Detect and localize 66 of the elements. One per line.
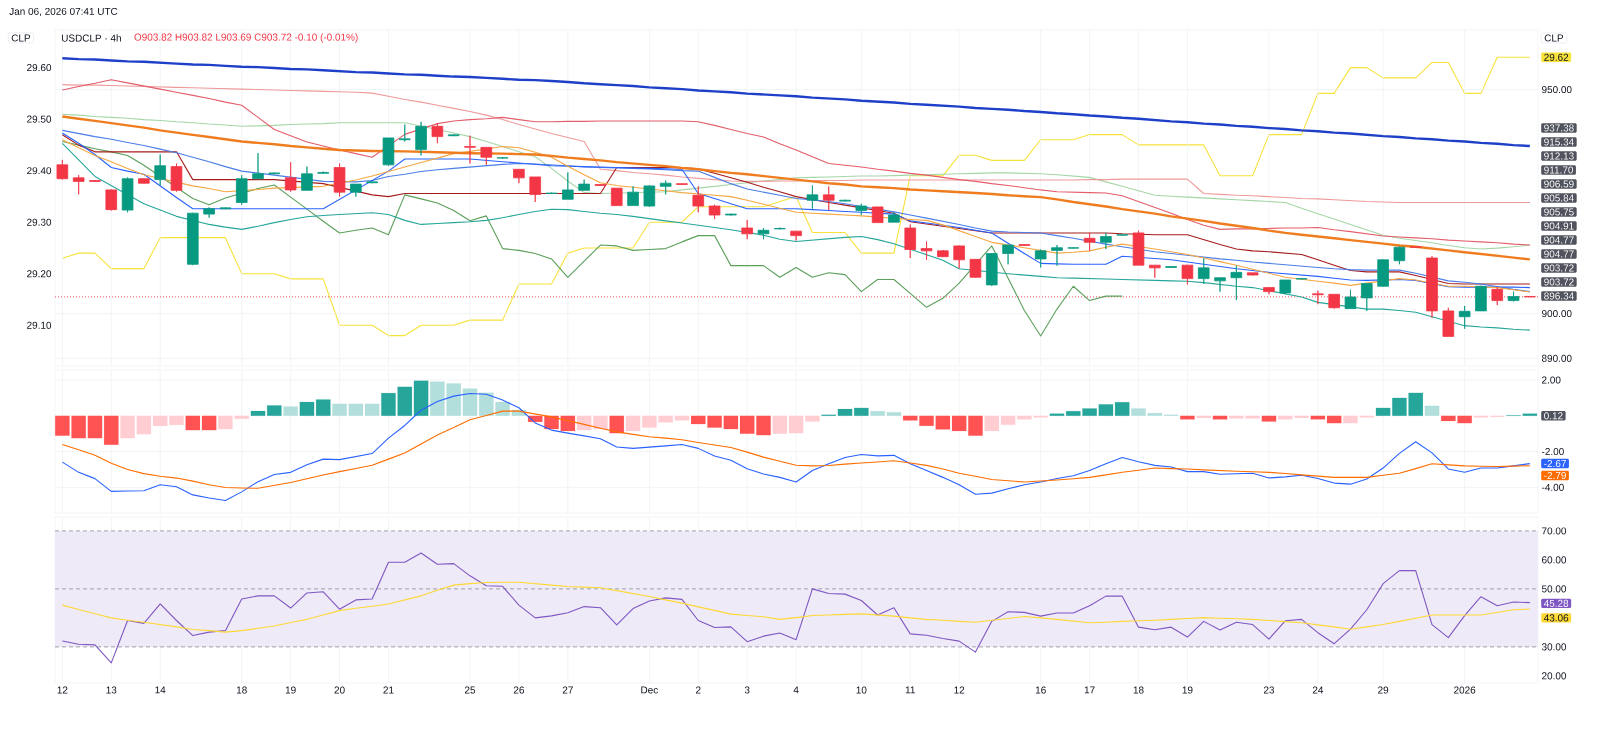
data-label: -2.79: [1544, 471, 1566, 479]
y2-tick-label: 29.60: [27, 64, 52, 72]
text: 0.12: [1544, 412, 1563, 420]
text: 937.38: [1544, 124, 1574, 132]
x-tick-label: 18: [1133, 686, 1144, 694]
x-tick-label: 29: [1378, 686, 1389, 694]
text: 896.34: [1544, 292, 1574, 300]
x-tick-label: 18: [236, 686, 247, 694]
y2-tick-label: 29.10: [27, 321, 52, 329]
y2-tick-label: 29.30: [27, 218, 52, 226]
x-tick-label: 4: [793, 686, 799, 694]
chart-subtitle: O903.82 H903.82 L903.69 C903.72 -0.10 (-0.01%): [134, 33, 358, 43]
y2-tick-label: 29.50: [27, 115, 52, 123]
text: 906.59: [1544, 180, 1574, 188]
x-tick-label: 24: [1312, 686, 1324, 694]
y-tick-label: 50.00: [1541, 585, 1567, 593]
x-tick-label: 3: [744, 686, 750, 694]
text: 904.91: [1544, 222, 1574, 230]
x-tick-label: 2026: [1454, 686, 1476, 694]
text: 905.75: [1544, 208, 1574, 216]
x-tick-label: 12: [954, 686, 965, 694]
x-tick-label: 19: [285, 686, 296, 694]
y-tick-label: 60.00: [1542, 556, 1567, 564]
x-tick-label: 14: [155, 686, 166, 694]
x-tick-label: 17: [1084, 686, 1095, 694]
text: 905.84: [1544, 194, 1574, 202]
text: 903.72: [1544, 278, 1574, 286]
data-label: 43.06: [1543, 614, 1569, 622]
y-tick-label: -2.00: [1541, 448, 1564, 456]
x-tick-label: 12: [57, 686, 68, 694]
text: 903.72: [1544, 264, 1574, 272]
text: 912.13: [1544, 152, 1574, 160]
x-tick-label: 11: [905, 686, 915, 694]
y-tick-label: 30.00: [1541, 643, 1567, 651]
y2-tick-label: 29.20: [27, 270, 52, 278]
y-tick-label: 20.00: [1542, 672, 1567, 680]
x-tick-label: 25: [464, 686, 476, 694]
x-tick-label: 21: [383, 686, 394, 694]
x-tick-label: 26: [513, 686, 525, 694]
y-tick-label: 70.00: [1542, 527, 1567, 535]
y-tick-label: 2.00: [1542, 376, 1561, 384]
y-tick-label: 890.00: [1541, 354, 1572, 362]
y-tick-label: -4.00: [1541, 483, 1564, 491]
x-tick-label: Dec: [641, 686, 658, 694]
data-label: 45.28: [1543, 599, 1569, 607]
data-label: 29.62: [1544, 53, 1569, 61]
x-tick-label: 16: [1035, 686, 1046, 694]
x-tick-label: 27: [562, 686, 573, 694]
text: 904.77: [1544, 250, 1574, 258]
y-axis-title: CLP: [1544, 34, 1564, 42]
chart-title: USDCLP · 4h: [61, 34, 121, 42]
text: Jan 06, 2026 07:41 UTC: [9, 7, 118, 17]
text: 904.77: [1544, 236, 1574, 244]
data-label: -2.67: [1544, 460, 1566, 468]
x-tick-label: 19: [1182, 686, 1193, 694]
x-tick-label: 2: [696, 686, 701, 694]
x-tick-label: 10: [856, 686, 867, 694]
x-tick-label: 23: [1263, 686, 1275, 694]
y-tick-label: 950.00: [1541, 86, 1572, 94]
text: 911.70: [1544, 166, 1574, 174]
x-tick-label: 13: [106, 686, 117, 694]
text: 915.34: [1544, 138, 1574, 146]
x-tick-label: 20: [334, 686, 345, 694]
y-tick-label: 900.00: [1541, 310, 1572, 318]
y2-axis-title: CLP: [11, 34, 31, 42]
y2-tick-label: 29.40: [27, 167, 52, 175]
